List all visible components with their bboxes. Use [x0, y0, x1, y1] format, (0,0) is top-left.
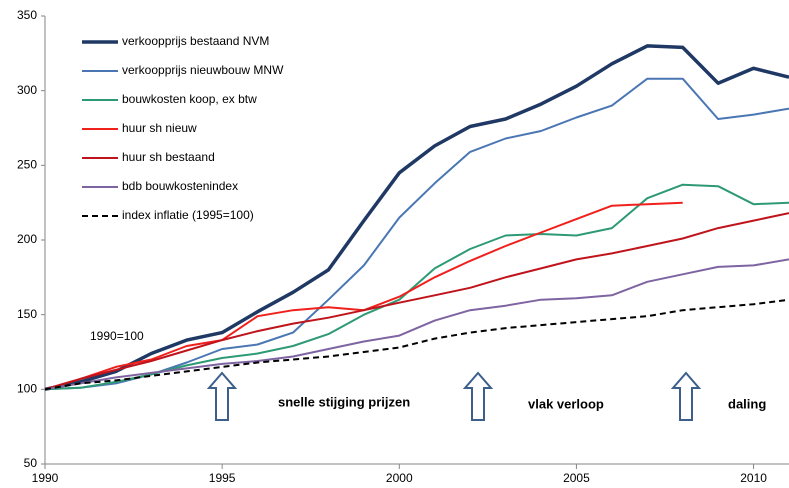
series-line [44, 201, 683, 391]
y-tick-label: 300 [17, 83, 37, 97]
y-tick-label: 50 [24, 456, 38, 470]
series-line [44, 298, 789, 391]
annotation: daling [728, 396, 766, 411]
y-tick-label: 200 [17, 232, 37, 246]
legend-label: index inflatie (1995=100) [122, 208, 254, 222]
x-tick-label: 2010 [740, 471, 767, 485]
annotation: 1990=100 [90, 329, 144, 343]
arrows [206, 371, 702, 421]
series-line [44, 44, 789, 392]
y-tick-label: 100 [17, 382, 37, 396]
arrow [670, 371, 702, 421]
arrow [206, 371, 238, 421]
x-tick-label: 2005 [563, 471, 590, 485]
series-line [44, 258, 789, 391]
annotation: snelle stijging prijzen [278, 394, 410, 409]
legend-label: huur sh nieuw [122, 121, 197, 135]
legend-label: huur sh bestaand [122, 150, 215, 164]
legend-label: bdb bouwkostenindex [122, 179, 238, 193]
legend-label: verkoopprijs bestaand NVM [122, 34, 269, 48]
arrow [462, 371, 494, 421]
legend-label: verkoopprijs nieuwbouw MNW [122, 63, 284, 77]
series-line [44, 212, 789, 391]
x-tick-label: 1995 [209, 471, 236, 485]
x-tick-label: 1990 [32, 471, 59, 485]
y-tick-label: 350 [17, 8, 37, 22]
annotation: vlak verloop [528, 396, 604, 411]
series-line [44, 77, 789, 391]
legend-label: bouwkosten koop, ex btw [122, 92, 257, 106]
x-tick-label: 2000 [386, 471, 413, 485]
y-tick-label: 250 [17, 158, 37, 172]
y-tick-label: 150 [17, 307, 37, 321]
